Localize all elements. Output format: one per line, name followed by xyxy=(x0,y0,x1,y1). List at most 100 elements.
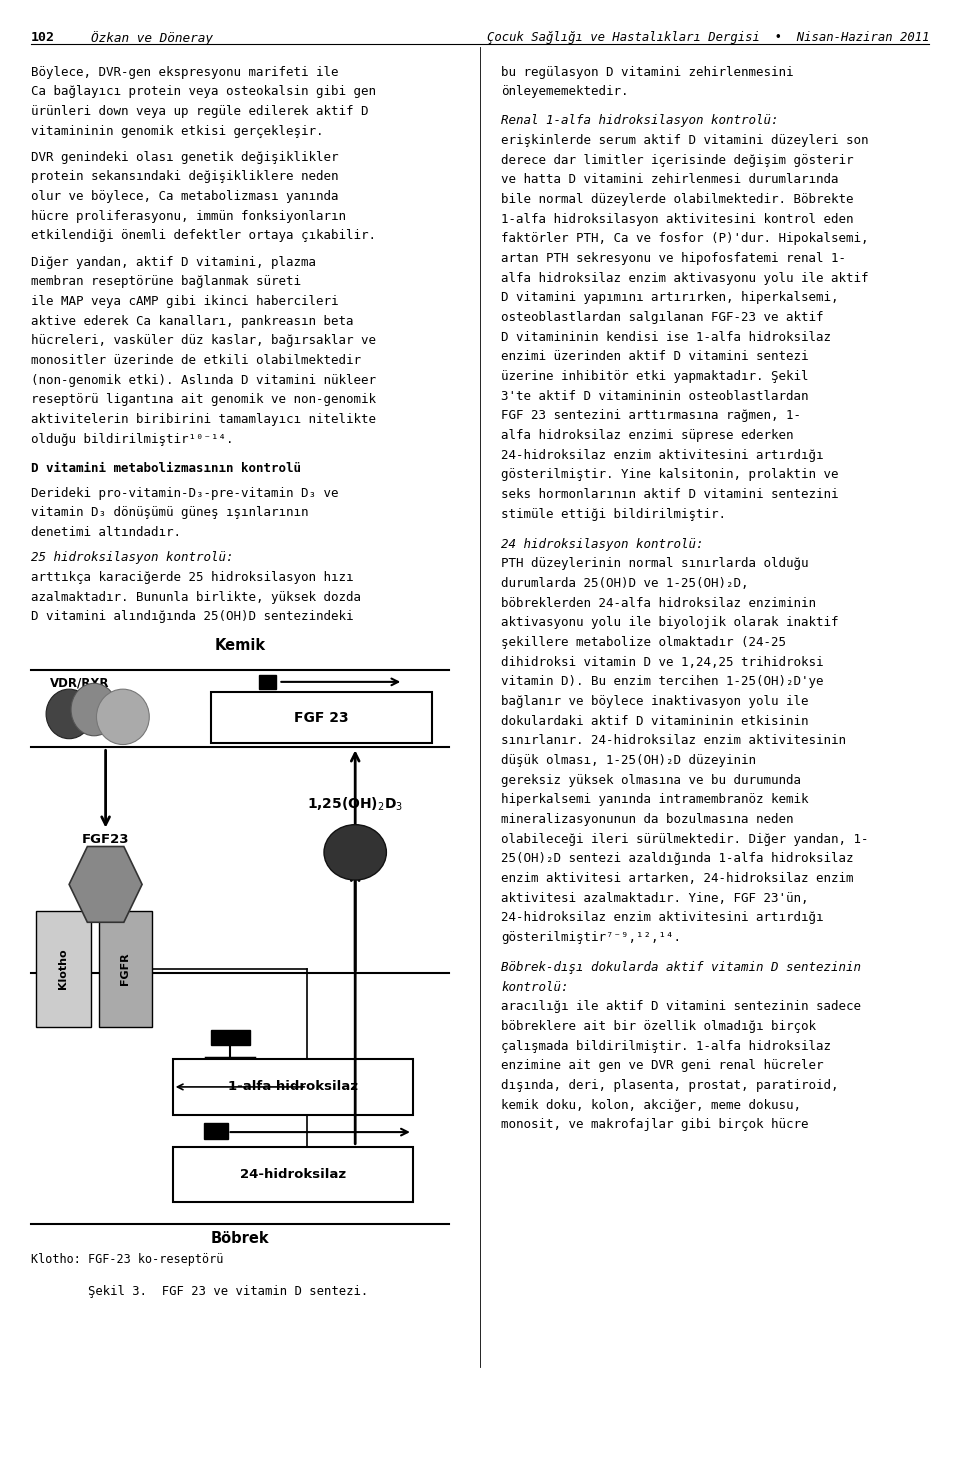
Text: (non-genomik etki). Aslında D vitamini nükleer: (non-genomik etki). Aslında D vitamini n… xyxy=(31,373,375,386)
Text: düşük olması, 1-25(OH)₂D düzeyinin: düşük olması, 1-25(OH)₂D düzeyinin xyxy=(501,755,756,766)
Text: Böbrek-dışı dokularda aktif vitamin D sentezinin: Böbrek-dışı dokularda aktif vitamin D se… xyxy=(501,962,861,973)
Text: dihidroksi vitamin D ve 1,24,25 trihidroksi: dihidroksi vitamin D ve 1,24,25 trihidro… xyxy=(501,656,824,669)
Text: etkilendiği önemli defektler ortaya çıkabilir.: etkilendiği önemli defektler ortaya çıka… xyxy=(31,229,375,242)
Text: kemik doku, kolon, akciğer, meme dokusu,: kemik doku, kolon, akciğer, meme dokusu, xyxy=(501,1099,801,1112)
Text: faktörler PTH, Ca ve fosfor (P)'dur. Hipokalsemi,: faktörler PTH, Ca ve fosfor (P)'dur. Hip… xyxy=(501,232,869,245)
Text: enzimi üzerinden aktif D vitamini sentezi: enzimi üzerinden aktif D vitamini sentez… xyxy=(501,351,808,363)
Text: FGF23: FGF23 xyxy=(82,833,130,847)
Text: Şekil 3.  FGF 23 ve vitamin D sentezi.: Şekil 3. FGF 23 ve vitamin D sentezi. xyxy=(88,1285,369,1298)
Text: monositler üzerinde de etkili olabilmektedir: monositler üzerinde de etkili olabilmekt… xyxy=(31,354,361,367)
Text: protein sekansındaki değişikliklere neden: protein sekansındaki değişikliklere nede… xyxy=(31,170,338,184)
Text: PTH düzeylerinin normal sınırlarda olduğu: PTH düzeylerinin normal sınırlarda olduğ… xyxy=(501,557,808,570)
Text: reseptörü ligantına ait genomik ve non-genomik: reseptörü ligantına ait genomik ve non-g… xyxy=(31,393,375,407)
Text: olur ve böylece, Ca metabolizması yanında: olur ve böylece, Ca metabolizması yanınd… xyxy=(31,191,338,203)
Text: hücreleri, vasküler düz kaslar, bağırsaklar ve: hücreleri, vasküler düz kaslar, bağırsak… xyxy=(31,335,375,347)
Text: D vitamini alındığında 25(OH)D sentezindeki: D vitamini alındığında 25(OH)D sentezind… xyxy=(31,610,353,624)
Text: aktive ederek Ca kanalları, pankreasın beta: aktive ederek Ca kanalları, pankreasın b… xyxy=(31,315,353,328)
Text: vitamin D₃ dönüşümü güneş ışınlarının: vitamin D₃ dönüşümü güneş ışınlarının xyxy=(31,507,308,519)
Text: gösterilmiştir⁷⁻⁹,¹²,¹⁴.: gösterilmiştir⁷⁻⁹,¹²,¹⁴. xyxy=(501,931,682,944)
Text: 3'te aktif D vitamininin osteoblastlardan: 3'te aktif D vitamininin osteoblastlarda… xyxy=(501,389,808,402)
Text: DVR genindeki olası genetik değişiklikler: DVR genindeki olası genetik değişiklikle… xyxy=(31,152,338,163)
Text: vitamininin genomik etkisi gerçekleşir.: vitamininin genomik etkisi gerçekleşir. xyxy=(31,125,324,137)
Text: olduğu bildirilmiştir¹⁰⁻¹⁴.: olduğu bildirilmiştir¹⁰⁻¹⁴. xyxy=(31,433,233,446)
Text: gereksiz yüksek olmasına ve bu durumunda: gereksiz yüksek olmasına ve bu durumunda xyxy=(501,774,801,787)
Text: bile normal düzeylerde olabilmektedir. Böbrekte: bile normal düzeylerde olabilmektedir. B… xyxy=(501,194,853,205)
Text: Derideki pro-vitamin-D₃-pre-vitamin D₃ ve: Derideki pro-vitamin-D₃-pre-vitamin D₃ v… xyxy=(31,487,338,500)
Text: D vitamininin kendisi ise 1-alfa hidroksilaz: D vitamininin kendisi ise 1-alfa hidroks… xyxy=(501,331,831,344)
Text: alfa hidroksilaz enzim aktivasyonu yolu ile aktif: alfa hidroksilaz enzim aktivasyonu yolu … xyxy=(501,271,869,284)
Text: dışında, deri, plasenta, prostat, paratiroid,: dışında, deri, plasenta, prostat, parati… xyxy=(501,1078,839,1091)
Text: Klotho: Klotho xyxy=(59,949,68,989)
Ellipse shape xyxy=(96,689,150,745)
Text: hücre proliferasyonu, immün fonksiyonların: hücre proliferasyonu, immün fonksiyonlar… xyxy=(31,210,346,223)
Text: mineralizasyonunun da bozulmasına neden: mineralizasyonunun da bozulmasına neden xyxy=(501,813,794,826)
Text: arttıkça karaciğerde 25 hidroksilasyon hızı: arttıkça karaciğerde 25 hidroksilasyon h… xyxy=(31,571,353,584)
Text: Kemik: Kemik xyxy=(214,638,266,653)
Text: aktivasyonu yolu ile biyolojik olarak inaktif: aktivasyonu yolu ile biyolojik olarak in… xyxy=(501,616,839,629)
Text: Ca bağlayıcı protein veya osteokalsin gibi gen: Ca bağlayıcı protein veya osteokalsin gi… xyxy=(31,85,375,98)
Text: Böbrek: Böbrek xyxy=(210,1231,270,1246)
Text: 102: 102 xyxy=(31,31,55,44)
Text: Renal 1-alfa hidroksilasyon kontrolü:: Renal 1-alfa hidroksilasyon kontrolü: xyxy=(501,115,779,127)
Text: FGF 23 sentezini arttırmasına rağmen, 1-: FGF 23 sentezini arttırmasına rağmen, 1- xyxy=(501,409,801,423)
Text: membran reseptörüne bağlanmak süreti: membran reseptörüne bağlanmak süreti xyxy=(31,275,300,288)
Text: erişkinlerde serum aktif D vitamini düzeyleri son: erişkinlerde serum aktif D vitamini düze… xyxy=(501,134,869,147)
FancyBboxPatch shape xyxy=(204,1123,228,1139)
Text: aktivitelerin biribirini tamamlayıcı nitelikte: aktivitelerin biribirini tamamlayıcı nit… xyxy=(31,414,375,425)
FancyBboxPatch shape xyxy=(36,911,91,1027)
Ellipse shape xyxy=(324,825,386,880)
Text: derece dar limitler içerisinde değişim gösterir: derece dar limitler içerisinde değişim g… xyxy=(501,154,853,166)
Text: artan PTH sekresyonu ve hipofosfatemi renal 1-: artan PTH sekresyonu ve hipofosfatemi re… xyxy=(501,252,846,265)
Text: 24-hidroksilaz enzim aktivitesini artırdığı: 24-hidroksilaz enzim aktivitesini artırd… xyxy=(501,449,824,462)
Polygon shape xyxy=(69,847,142,922)
Text: vitamin D). Bu enzim tercihen 1-25(OH)₂D'ye: vitamin D). Bu enzim tercihen 1-25(OH)₂D… xyxy=(501,676,824,688)
Text: şekillere metabolize olmaktadır (24-25: şekillere metabolize olmaktadır (24-25 xyxy=(501,635,786,648)
Text: enzimine ait gen ve DVR geni renal hücreler: enzimine ait gen ve DVR geni renal hücre… xyxy=(501,1059,824,1072)
FancyBboxPatch shape xyxy=(173,1147,413,1202)
FancyBboxPatch shape xyxy=(259,675,276,689)
Ellipse shape xyxy=(46,689,92,739)
Text: D vitamini yapımını artırırken, hiperkalsemi,: D vitamini yapımını artırırken, hiperkal… xyxy=(501,291,839,305)
Text: alfa hidroksilaz enzimi süprese ederken: alfa hidroksilaz enzimi süprese ederken xyxy=(501,428,794,441)
Text: 24-hidroksilaz: 24-hidroksilaz xyxy=(240,1169,346,1180)
Text: aracılığı ile aktif D vitamini sentezinin sadece: aracılığı ile aktif D vitamini sentezini… xyxy=(501,1000,861,1013)
Text: 25(OH)₂D sentezi azaldığında 1-alfa hidroksilaz: 25(OH)₂D sentezi azaldığında 1-alfa hidr… xyxy=(501,852,853,865)
Text: böbreklerden 24-alfa hidroksilaz enziminin: böbreklerden 24-alfa hidroksilaz enzimin… xyxy=(501,597,816,609)
Text: çalışmada bildirilmiştir. 1-alfa hidroksilaz: çalışmada bildirilmiştir. 1-alfa hidroks… xyxy=(501,1040,831,1052)
Text: D vitamini metabolizmasının kontrolü: D vitamini metabolizmasının kontrolü xyxy=(31,462,300,475)
Text: Böylece, DVR-gen ekspresyonu marifeti ile: Böylece, DVR-gen ekspresyonu marifeti il… xyxy=(31,66,338,79)
Text: ve hatta D vitamini zehirlenmesi durumlarında: ve hatta D vitamini zehirlenmesi durumla… xyxy=(501,173,839,186)
Text: aktivitesi azalmaktadır. Yine, FGF 23'ün,: aktivitesi azalmaktadır. Yine, FGF 23'ün… xyxy=(501,892,808,905)
Text: 1,25(OH)$_2$D$_3$: 1,25(OH)$_2$D$_3$ xyxy=(307,796,403,813)
Text: 24-hidroksilaz enzim aktivitesini artırdığı: 24-hidroksilaz enzim aktivitesini artırd… xyxy=(501,912,824,924)
Text: Klotho: FGF-23 ko-reseptörü: Klotho: FGF-23 ko-reseptörü xyxy=(31,1253,223,1266)
Text: önleyememektedir.: önleyememektedir. xyxy=(501,85,629,98)
Text: gösterilmiştir. Yine kalsitonin, prolaktin ve: gösterilmiştir. Yine kalsitonin, prolakt… xyxy=(501,469,839,481)
Text: FGF 23: FGF 23 xyxy=(295,711,348,726)
FancyBboxPatch shape xyxy=(173,1059,413,1115)
Text: dokulardaki aktif D vitamininin etkisinin: dokulardaki aktif D vitamininin etkisini… xyxy=(501,715,808,727)
Text: azalmaktadır. Bununla birlikte, yüksek dozda: azalmaktadır. Bununla birlikte, yüksek d… xyxy=(31,592,361,603)
Text: VDR/RXR: VDR/RXR xyxy=(50,676,109,689)
Text: Çocuk Sağlığı ve Hastalıkları Dergisi  •  Nisan-Haziran 2011: Çocuk Sağlığı ve Hastalıkları Dergisi • … xyxy=(487,31,929,44)
Text: 25 hidroksilasyon kontrolü:: 25 hidroksilasyon kontrolü: xyxy=(31,551,233,564)
FancyBboxPatch shape xyxy=(211,1030,250,1045)
Text: denetimi altındadır.: denetimi altındadır. xyxy=(31,526,180,539)
Text: olabileceği ileri sürülmektedir. Diğer yandan, 1-: olabileceği ileri sürülmektedir. Diğer y… xyxy=(501,833,869,845)
Text: Diğer yandan, aktif D vitamini, plazma: Diğer yandan, aktif D vitamini, plazma xyxy=(31,256,316,268)
Text: osteoblastlardan salgılanan FGF-23 ve aktif: osteoblastlardan salgılanan FGF-23 ve ak… xyxy=(501,312,824,323)
Text: bağlanır ve böylece inaktivasyon yolu ile: bağlanır ve böylece inaktivasyon yolu il… xyxy=(501,695,808,708)
Text: 1-alfa hidroksilaz: 1-alfa hidroksilaz xyxy=(228,1081,358,1093)
Text: enzim aktivitesi artarken, 24-hidroksilaz enzim: enzim aktivitesi artarken, 24-hidroksila… xyxy=(501,871,853,884)
Text: sınırlanır. 24-hidroksilaz enzim aktivitesinin: sınırlanır. 24-hidroksilaz enzim aktivit… xyxy=(501,734,846,747)
Text: kontrolü:: kontrolü: xyxy=(501,981,568,994)
Text: FGFR: FGFR xyxy=(120,953,131,985)
Text: stimüle ettiği bildirilmiştir.: stimüle ettiği bildirilmiştir. xyxy=(501,508,726,520)
Text: Özkan ve Döneray: Özkan ve Döneray xyxy=(91,31,213,45)
Text: böbreklere ait bir özellik olmadığı birçok: böbreklere ait bir özellik olmadığı birç… xyxy=(501,1020,816,1033)
Text: 1-alfa hidroksilasyon aktivitesini kontrol eden: 1-alfa hidroksilasyon aktivitesini kontr… xyxy=(501,213,853,226)
Text: seks hormonlarının aktif D vitamini sentezini: seks hormonlarının aktif D vitamini sent… xyxy=(501,488,839,501)
Text: bu regülasyon D vitamini zehirlenmesini: bu regülasyon D vitamini zehirlenmesini xyxy=(501,66,794,79)
Text: durumlarda 25(OH)D ve 1-25(OH)₂D,: durumlarda 25(OH)D ve 1-25(OH)₂D, xyxy=(501,577,749,590)
FancyBboxPatch shape xyxy=(99,911,152,1027)
